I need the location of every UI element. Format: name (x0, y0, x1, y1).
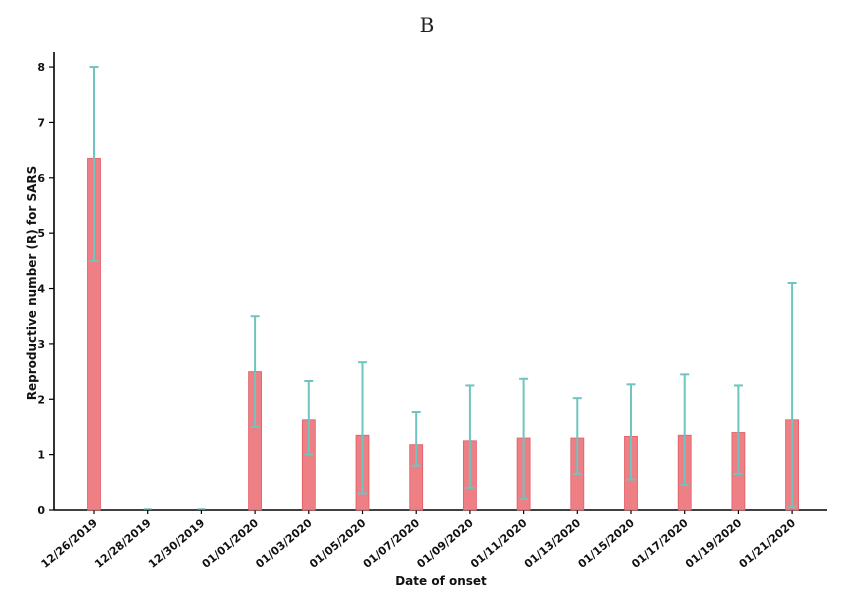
y-tick-label: 8 (37, 61, 45, 74)
x-tick-label: 01/05/2020 (307, 516, 369, 571)
y-tick-label: 1 (37, 449, 45, 462)
x-tick-label: 01/11/2020 (468, 516, 530, 571)
y-tick-label: 7 (37, 116, 45, 129)
x-axis-title: Date of onset (395, 574, 487, 588)
x-tick-label: 12/28/2019 (92, 516, 153, 570)
y-tick-label: 2 (37, 393, 45, 406)
x-tick-label: 01/07/2020 (361, 516, 423, 571)
x-tick-label: 01/15/2020 (576, 516, 638, 571)
x-tick-label: 01/13/2020 (522, 516, 584, 571)
y-tick-label: 3 (37, 338, 45, 351)
y-tick-label: 5 (37, 227, 45, 240)
y-tick-label: 4 (37, 283, 45, 296)
x-tick-label: 01/19/2020 (683, 516, 745, 571)
x-tick-label: 01/21/2020 (737, 516, 799, 571)
x-tick-label: 12/26/2019 (39, 516, 100, 570)
x-tick-label: 01/09/2020 (414, 516, 476, 571)
chart-marks: 01234567812/26/201912/28/201912/30/20190… (37, 52, 827, 571)
y-tick-label: 0 (37, 504, 45, 517)
y-tick-label: 6 (37, 172, 45, 185)
x-tick-label: 01/17/2020 (629, 516, 691, 571)
x-tick-label: 01/03/2020 (253, 516, 315, 571)
y-axis-title: Reproductive number (R) for SARS (25, 166, 39, 401)
x-tick-label: 12/30/2019 (146, 516, 207, 570)
panel-letter: B (420, 13, 435, 37)
x-tick-label: 01/01/2020 (200, 516, 262, 571)
